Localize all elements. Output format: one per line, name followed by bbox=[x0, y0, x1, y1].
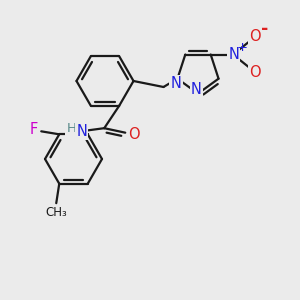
Text: O: O bbox=[128, 127, 140, 142]
Text: O: O bbox=[249, 29, 261, 44]
Text: N: N bbox=[170, 76, 182, 91]
Text: -: - bbox=[261, 20, 268, 38]
Text: N: N bbox=[228, 47, 239, 62]
Text: H: H bbox=[66, 122, 76, 135]
Text: +: + bbox=[236, 41, 247, 54]
Text: CH₃: CH₃ bbox=[45, 206, 67, 219]
Text: F: F bbox=[30, 122, 38, 137]
Text: N: N bbox=[191, 82, 202, 97]
Text: O: O bbox=[249, 65, 261, 80]
Text: N: N bbox=[76, 124, 87, 139]
